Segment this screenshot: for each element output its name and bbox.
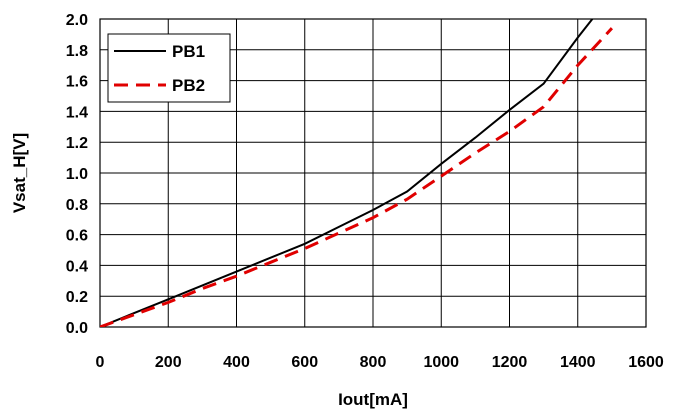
legend-label-pb2: PB2: [172, 76, 205, 95]
series-line-pb1: [100, 19, 594, 327]
x-tick-label: 0: [96, 354, 105, 371]
y-tick-label: 0.2: [66, 289, 88, 306]
plot-area-frame: [99, 18, 647, 328]
grid: [99, 18, 647, 328]
x-tick-label: 800: [360, 354, 387, 371]
x-tick-labels: 0 200 400 600 800 1000 1200 1400 1600: [96, 354, 664, 371]
y-tick-label: 0.0: [66, 320, 88, 337]
legend-box: [107, 33, 231, 103]
x-axis-label: Iout[mA]: [338, 390, 408, 409]
y-tick-label: 1.8: [66, 43, 88, 60]
y-tick-labels: 0.0 0.2 0.4 0.6 0.8 1.0 1.2 1.4 1.6 1.8 2.0: [66, 12, 88, 337]
y-tick-label: 1.0: [66, 166, 88, 183]
legend: PB1 PB2: [107, 33, 231, 103]
y-tick-label: 1.6: [66, 74, 88, 91]
y-tick-label: 0.6: [66, 228, 88, 245]
x-tick-label: 1400: [560, 354, 596, 371]
y-axis-label: Vsat_H[V]: [10, 133, 29, 213]
y-tick-label: 1.2: [66, 135, 88, 152]
y-tick-label: 1.4: [66, 104, 88, 121]
series-line-pb2: [100, 27, 614, 327]
y-tick-label: 2.0: [66, 12, 88, 29]
series-layer: [100, 19, 614, 327]
y-tick-label: 0.8: [66, 197, 88, 214]
x-tick-label: 1600: [628, 354, 664, 371]
x-tick-label: 1200: [492, 354, 528, 371]
y-tick-label: 0.4: [66, 258, 88, 275]
legend-label-pb1: PB1: [172, 42, 205, 61]
x-tick-label: 1000: [423, 354, 459, 371]
x-tick-label: 600: [291, 354, 318, 371]
x-tick-label: 200: [155, 354, 182, 371]
x-tick-label: 400: [223, 354, 250, 371]
